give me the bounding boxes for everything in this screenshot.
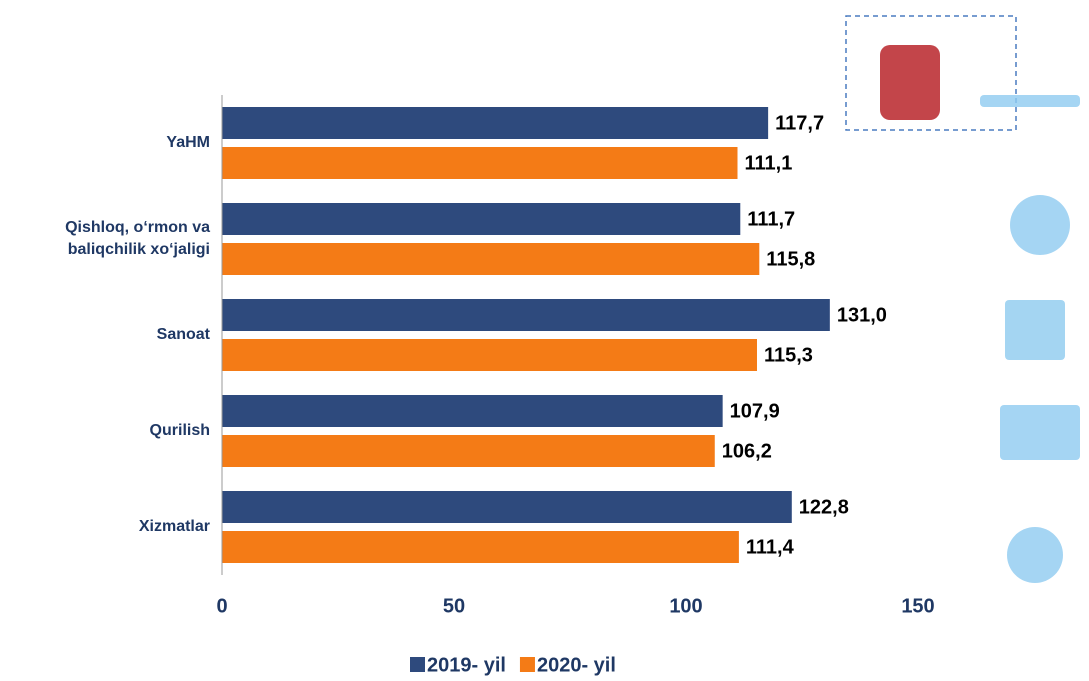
y-tick-label: Sanoat [156, 326, 210, 343]
y-tick-label: Xizmatlar [138, 518, 210, 535]
legend-label: 2020- yil [537, 654, 616, 676]
x-tick-label: 50 [443, 595, 465, 617]
bar [222, 147, 738, 179]
value-label: 115,8 [766, 248, 815, 270]
value-label: 131,0 [837, 304, 887, 326]
value-label: 111,4 [746, 536, 795, 558]
value-label: 115,3 [764, 344, 813, 366]
value-label: 106,2 [722, 440, 772, 462]
bar [222, 339, 757, 371]
x-tick-label: 0 [216, 595, 227, 617]
y-tick-label: Qurilish [149, 422, 210, 439]
legend-swatch [519, 657, 535, 672]
x-tick-label: 150 [901, 595, 934, 617]
bar [222, 299, 830, 331]
bar [222, 491, 792, 523]
value-label: 117,7 [775, 112, 824, 134]
legend-label: 2019- yil [427, 654, 506, 676]
x-tick-label: 100 [669, 595, 702, 617]
bar [222, 435, 715, 467]
value-label: 122,8 [799, 496, 849, 518]
decor-percent [880, 45, 940, 120]
decor-icons [980, 95, 1080, 583]
value-label: 111,7 [747, 208, 795, 230]
value-label: 111,1 [745, 152, 793, 174]
y-tick-label: Qishloq, o‘rmon va baliqchilik xo‘jaligi [65, 219, 210, 258]
bar [222, 107, 769, 139]
bar [222, 243, 760, 275]
bar [222, 531, 739, 563]
y-tick-label: YaHM [166, 134, 210, 151]
value-label: 107,9 [730, 400, 780, 422]
legend-swatch [410, 657, 425, 672]
bar [222, 203, 741, 235]
bar [222, 395, 723, 427]
